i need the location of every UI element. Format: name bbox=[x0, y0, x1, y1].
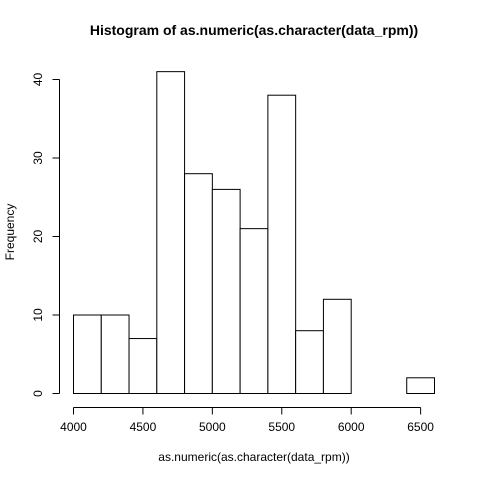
y-tick-label: 30 bbox=[31, 151, 45, 165]
y-axis-label: Frequency bbox=[3, 204, 17, 261]
x-tick-label: 4500 bbox=[130, 420, 157, 434]
histogram-bar bbox=[184, 173, 213, 394]
y-tick-label: 40 bbox=[31, 73, 45, 87]
histogram-bar bbox=[100, 314, 130, 394]
y-tick-label: 0 bbox=[31, 390, 45, 397]
histogram-bar bbox=[295, 330, 324, 395]
x-tick-label: 4000 bbox=[60, 420, 87, 434]
y-axis: 0 10 20 30 40 bbox=[31, 73, 60, 397]
x-tick-label: 6000 bbox=[338, 420, 365, 434]
x-tick-label: 5500 bbox=[268, 420, 295, 434]
bars-group bbox=[73, 71, 436, 395]
histogram-bar bbox=[322, 298, 352, 394]
histogram-bar bbox=[239, 228, 269, 394]
histogram-bar bbox=[156, 71, 186, 395]
y-tick-label: 20 bbox=[31, 230, 45, 244]
histogram-bar bbox=[211, 188, 241, 394]
x-axis-label: as.numeric(as.character(data_rpm)) bbox=[158, 450, 349, 464]
y-tick-label: 10 bbox=[31, 308, 45, 322]
chart-title: Histogram of as.numeric(as.character(dat… bbox=[90, 22, 418, 38]
x-tick-label: 6500 bbox=[407, 420, 434, 434]
histogram-bar bbox=[406, 377, 436, 394]
x-axis: 4000 4500 5000 5500 6000 6500 bbox=[60, 407, 434, 434]
histogram-bar bbox=[267, 94, 297, 394]
histogram-bar bbox=[128, 338, 158, 394]
histogram-bar bbox=[73, 314, 102, 394]
x-tick-label: 5000 bbox=[199, 420, 226, 434]
